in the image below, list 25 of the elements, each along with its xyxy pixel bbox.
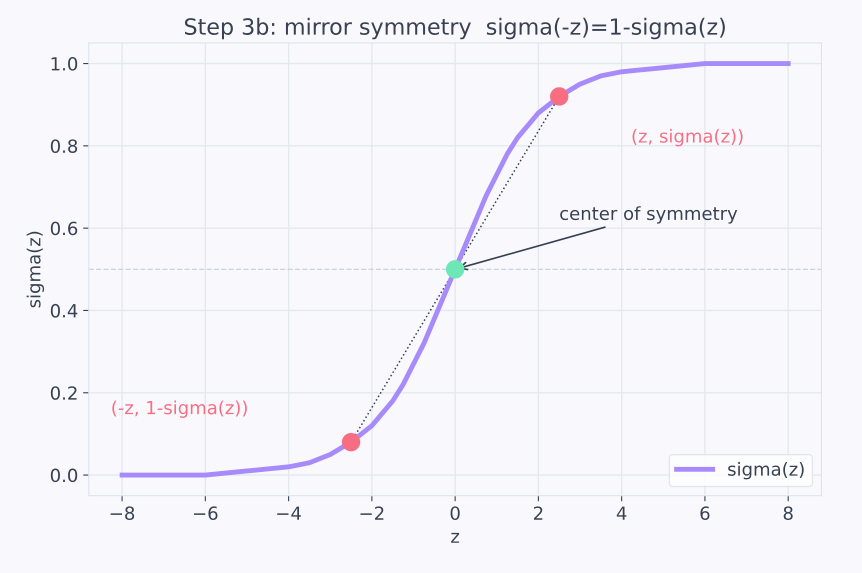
x-axis-title: z: [451, 532, 460, 543]
x-tick-label: −6: [194, 506, 218, 520]
y-tick-label: 0.8: [50, 139, 78, 153]
y-tick-label: 0.0: [50, 468, 78, 482]
point: [446, 260, 464, 279]
x-tick-label: 8: [784, 506, 793, 520]
chart-title: Step 3b: mirror symmetry sigma(-z)=1-sigma(z): [184, 18, 725, 40]
annotation: center of symmetry: [560, 206, 738, 224]
x-tick-label: 4: [616, 506, 626, 520]
point: [342, 432, 360, 452]
annotation: (-z, 1-sigma(z)): [112, 400, 247, 418]
x-tick-label: −4: [277, 506, 301, 520]
x-tick-label: 6: [700, 506, 710, 520]
y-tick-label: 1.0: [52, 57, 78, 71]
annotation: (z, sigma(z)): [632, 128, 743, 146]
y-axis-title: sigma(z): [26, 232, 44, 308]
x-tick-label: −2: [360, 506, 384, 520]
point: [550, 87, 568, 106]
x-tick-label: −8: [110, 506, 134, 520]
y-tick-label: 0.2: [50, 386, 77, 400]
y-tick-label: 0.6: [50, 222, 78, 236]
legend-label: sigma(z): [728, 462, 804, 480]
y-tick-label: 0.4: [50, 304, 78, 318]
x-tick-label: 0: [450, 506, 460, 520]
x-tick-label: 2: [534, 506, 542, 520]
